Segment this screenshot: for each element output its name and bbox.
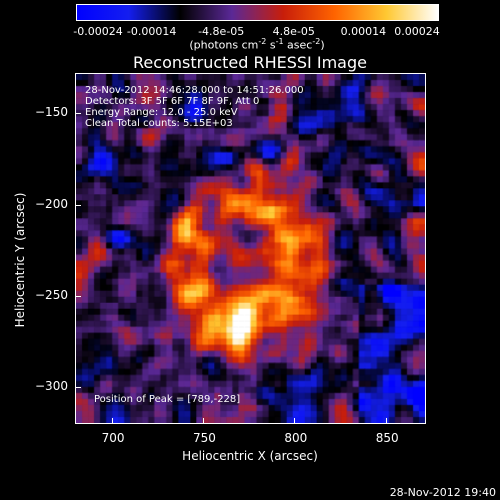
y-tick-label: −200 — [35, 196, 68, 211]
annotation-energy-range: Energy Range: 12.0 - 25.0 keV — [85, 107, 238, 118]
x-tick-label: 800 — [284, 431, 308, 445]
rhessi-heatmap-image — [76, 74, 425, 423]
y-axis-label: Heliocentric Y (arcsec) — [13, 192, 27, 328]
colorbar-units: (photons cm-2 s-1 asec-2) — [189, 37, 325, 52]
annotation-method-counts: Clean Total counts: 5.15E+03 — [85, 118, 233, 129]
x-tick-label: 750 — [192, 431, 216, 445]
y-tick-label: −250 — [35, 288, 68, 303]
x-tick-mark — [294, 418, 296, 424]
colorbar-tick-label: -4.8e-05 — [198, 25, 245, 38]
annotation-peak-position: Position of Peak = [789,-228] — [94, 394, 241, 405]
x-tick-label: 850 — [375, 431, 399, 445]
y-tick-mark — [75, 296, 81, 298]
annotation-time-range: 28-Nov-2012 14:46:28.000 to 14:51:26.000 — [85, 85, 304, 96]
x-tick-mark — [202, 418, 204, 424]
colorbar-tick-label: 0.00024 — [394, 25, 440, 38]
y-tick-label: −300 — [35, 379, 68, 394]
image-plot-area: 28-Nov-2012 14:46:28.000 to 14:51:26.000… — [75, 73, 426, 424]
colorbar-tick-label: 4.8e-05 — [272, 25, 315, 38]
x-tick-label: 700 — [101, 431, 125, 445]
colorbar-tick-label: -0.00014 — [126, 25, 177, 38]
y-tick-mark — [75, 113, 81, 115]
colorbar — [76, 4, 439, 21]
annotation-detectors: Detectors: 3F 5F 6F 7F 8F 9F, Att 0 — [85, 96, 260, 107]
footer-timestamp: 28-Nov-2012 19:40 — [389, 486, 496, 499]
plot-title: Reconstructed RHESSI Image — [133, 53, 367, 72]
y-tick-mark — [75, 387, 81, 389]
y-tick-mark — [75, 204, 81, 206]
y-tick-label: −150 — [35, 105, 68, 120]
colorbar-tick-label: 0.00014 — [340, 25, 387, 38]
colorbar-tick-label: -0.00024 — [73, 25, 123, 38]
x-tick-mark — [385, 418, 387, 424]
x-tick-mark — [111, 418, 113, 424]
x-axis-label: Heliocentric X (arcsec) — [182, 449, 318, 463]
